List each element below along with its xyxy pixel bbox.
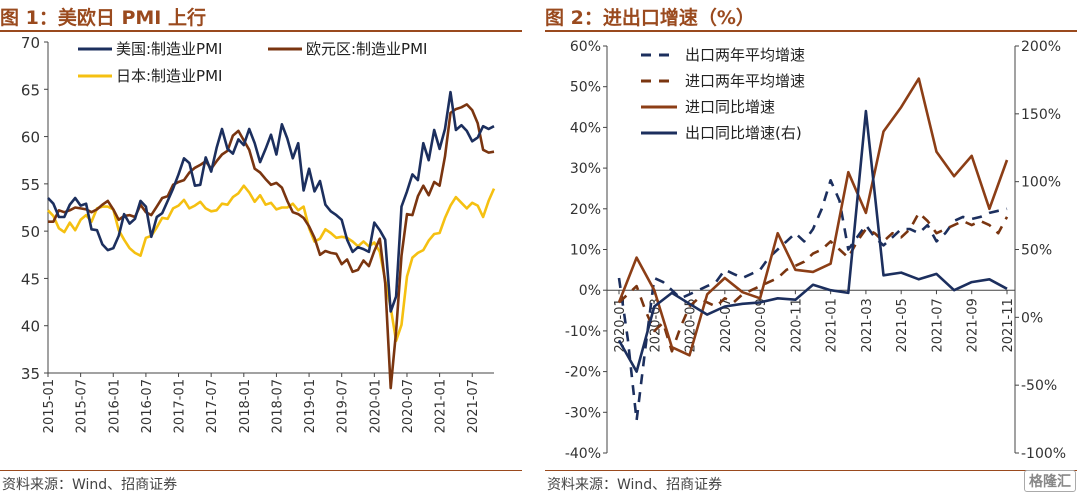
x-tick-label: 2020-01 — [368, 379, 383, 433]
left-title-rule — [0, 30, 522, 32]
x-tick-label: 2020-09 — [754, 298, 769, 352]
x-tick-label: 2015-01 — [42, 379, 57, 433]
y2-tick-label: -50% — [1021, 378, 1057, 394]
y-tick-label: 35 — [21, 365, 40, 383]
import-yoy-line — [617, 77, 1009, 357]
legend-label: 美国:制造业PMI — [116, 40, 222, 58]
x-tick-label: 2021-07 — [466, 379, 481, 433]
x-tick-label: 2021-11 — [1001, 298, 1016, 352]
x-tick-label: 2016-01 — [107, 379, 122, 433]
left-panel: 图 1：美欧日 PMI 上行 35 40 45 50 55 60 65 70 2015-01 20… — [0, 0, 525, 495]
y2-tick-label: 0% — [1021, 310, 1043, 326]
y-tick-label: 10% — [570, 243, 601, 259]
x-tick-label: 2020-11 — [789, 298, 804, 352]
legend-label: 日本:制造业PMI — [116, 67, 222, 85]
x-tick-label: 2018-07 — [270, 379, 285, 433]
x-tick-label: 2017-07 — [205, 379, 220, 433]
trade-chart: -40% -30% -20% -10% 0% 10% 20% 30% 40% 50% 60% -100… — [565, 39, 1066, 462]
x-tick-label: 2021-07 — [930, 298, 945, 352]
legend-label: 欧元区:制造业PMI — [306, 40, 427, 58]
x-tick-label: 2021-01 — [825, 298, 840, 352]
legend-label: 进口两年平均增速 — [685, 72, 805, 90]
series-line-us — [47, 90, 495, 313]
y-tick-label: -10% — [565, 324, 601, 340]
export-2yr-avg-line — [617, 179, 1008, 422]
x-tick-label: 2019-07 — [336, 379, 351, 433]
legend-label: 出口两年平均增速 — [685, 46, 805, 64]
y-tick-label: 60% — [570, 39, 601, 55]
x-tick-label: 2018-01 — [238, 379, 253, 433]
watermark-logo: 格隆汇 — [1024, 470, 1076, 492]
x-tick-label: 2021-03 — [860, 298, 875, 352]
legend-label: 出口同比增速(右) — [685, 124, 802, 142]
y-tick-label: 20% — [570, 202, 601, 218]
x-tick-label: 2021-05 — [895, 298, 910, 352]
y-tick-label: 40% — [570, 120, 601, 136]
series-line-japan — [47, 184, 496, 343]
y-tick-label: 50% — [570, 80, 601, 96]
x-tick-label: 2020-01 — [613, 298, 628, 352]
y-tick-label: 60 — [21, 129, 40, 147]
x-tick-label: 2020-07 — [719, 298, 734, 352]
export-yoy-right-line — [617, 109, 1008, 373]
pmi-chart: 35 40 45 50 55 60 65 70 2015-01 2015-07 2016-01 201… — [21, 34, 496, 433]
y2-tick-label: -100% — [1021, 446, 1066, 462]
y2-tick-label: 200% — [1021, 39, 1061, 55]
x-tick-label: 2019-01 — [303, 379, 318, 433]
y-tick-label: 55 — [21, 176, 40, 194]
x-tick-label: 2021-09 — [966, 298, 981, 352]
y2-tick-label: 100% — [1021, 175, 1061, 191]
y-tick-label: -40% — [565, 446, 601, 462]
right-title-rule — [545, 30, 1077, 32]
y2-tick-label: 50% — [1021, 243, 1052, 259]
y-tick-label: 0% — [579, 283, 601, 299]
y-tick-label: -30% — [565, 405, 601, 421]
y-tick-label: 65 — [21, 81, 40, 99]
x-tick-label: 2017-01 — [173, 379, 188, 433]
y-tick-label: 70 — [21, 34, 40, 52]
legend-label: 进口同比增速 — [685, 98, 775, 116]
right-source-rule — [545, 470, 1077, 471]
x-tick-label: 2016-07 — [140, 379, 155, 433]
y-tick-label: -20% — [565, 365, 601, 381]
y-tick-label: 45 — [21, 270, 40, 288]
x-tick-label: 2015-07 — [75, 379, 90, 433]
right-source-note: 资料来源：Wind、招商证券 — [547, 477, 723, 493]
left-chart-title: 图 1：美欧日 PMI 上行 — [0, 7, 206, 29]
y2-tick-label: 150% — [1021, 107, 1061, 123]
y-tick-label: 50 — [21, 223, 40, 241]
import-2yr-avg-line — [618, 211, 1009, 353]
right-panel: 图 2：进出口增速（%） -40% -30% -20% -10% 0% 10% 20% 30%… — [545, 0, 1080, 495]
right-chart-title: 图 2：进出口增速（%） — [545, 7, 755, 29]
left-source-note: 资料来源：Wind、招商证券 — [2, 477, 178, 493]
left-source-rule — [0, 470, 522, 471]
x-tick-label: 2021-01 — [434, 379, 449, 433]
y-tick-label: 40 — [21, 318, 40, 336]
x-tick-label: 2020-07 — [401, 379, 416, 433]
y-tick-label: 30% — [570, 161, 601, 177]
